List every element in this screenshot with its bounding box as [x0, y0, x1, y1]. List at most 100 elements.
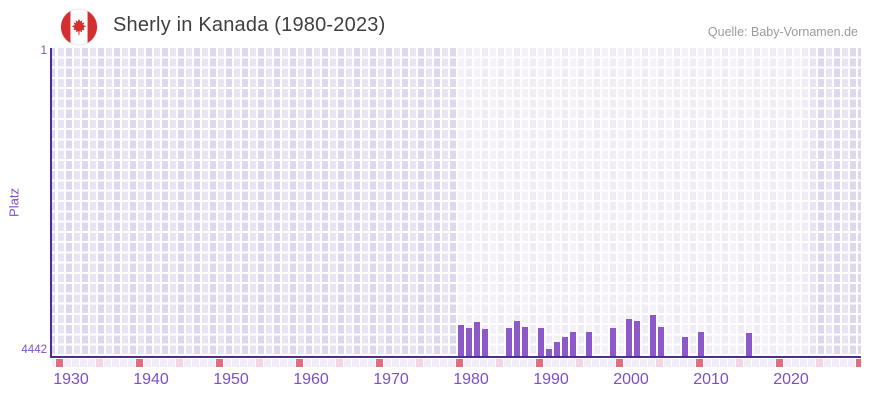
strip-cell-1968: [360, 359, 367, 367]
strip-cell-1983: [480, 359, 487, 367]
strip-cell-2027: [832, 359, 839, 367]
y-tick-bottom: 4442: [21, 344, 47, 356]
y-axis-title: Platz: [6, 188, 22, 217]
rank-bar-1993[interactable]: [561, 337, 568, 356]
strip-cell-1947: [192, 359, 199, 367]
strip-cell-1929: [52, 359, 55, 367]
strip-cell-1984: [488, 359, 495, 367]
strip-cell-2023: [800, 359, 807, 367]
rank-bar-2005[interactable]: [657, 327, 664, 356]
strip-cell-2003: [640, 359, 647, 367]
strip-cell-1992: [552, 359, 559, 367]
strip-cell-1976: [424, 359, 431, 367]
strip-cell-1931: [64, 359, 71, 367]
rank-bar-1991[interactable]: [545, 348, 552, 356]
strip-cell-2018: [760, 359, 767, 367]
x-tick-label-2000: 2000: [613, 371, 649, 388]
strip-cell-2012: [712, 359, 719, 367]
strip-cell-1961: [304, 359, 311, 367]
rank-bar-1980[interactable]: [457, 324, 464, 356]
strip-cell-1948: [200, 359, 207, 367]
strip-cell-1957: [272, 359, 279, 367]
rank-bar-1987[interactable]: [513, 320, 520, 356]
strip-cell-1951: [224, 359, 231, 367]
rank-bar-1982[interactable]: [473, 322, 480, 356]
strip-cell-1934: [88, 359, 95, 367]
strip-cell-2017: [752, 359, 759, 367]
bar-series: [52, 48, 861, 356]
strip-cell-2024: [808, 359, 815, 367]
rank-bar-2001[interactable]: [625, 319, 632, 356]
rank-bar-2010[interactable]: [697, 331, 704, 356]
strip-cell-1944: [168, 359, 175, 367]
rank-bar-1992[interactable]: [553, 341, 560, 356]
strip-cell-1993: [560, 359, 567, 367]
strip-cell-1991: [544, 359, 551, 367]
strip-cell-1977: [432, 359, 439, 367]
strip-cell-1956: [264, 359, 271, 367]
strip-cell-1945: [176, 359, 183, 367]
strip-cell-1939: [128, 359, 135, 367]
strip-cell-1982: [472, 359, 479, 367]
strip-cell-2014: [728, 359, 735, 367]
strip-cell-1998: [600, 359, 607, 367]
strip-cell-1955: [256, 359, 263, 367]
page-title: Sherly in Kanada (1980-2023): [113, 14, 386, 36]
strip-cell-1987: [512, 359, 519, 367]
strip-cell-1989: [528, 359, 535, 367]
strip-cell-2021: [784, 359, 791, 367]
strip-cell-2028: [840, 359, 847, 367]
rank-bar-2002[interactable]: [633, 320, 640, 356]
strip-cell-1937: [112, 359, 119, 367]
strip-cell-2030: [856, 359, 861, 367]
strip-cell-1965: [336, 359, 343, 367]
strip-cell-2029: [848, 359, 855, 367]
rank-bar-2016[interactable]: [745, 332, 752, 356]
strip-cell-1986: [504, 359, 511, 367]
strip-cell-2026: [824, 359, 831, 367]
strip-cell-1999: [608, 359, 615, 367]
rank-bar-2008[interactable]: [681, 337, 688, 356]
rank-bar-1986[interactable]: [505, 328, 512, 356]
strip-cell-2019: [768, 359, 775, 367]
strip-cell-2002: [632, 359, 639, 367]
strip-cell-1994: [568, 359, 575, 367]
strip-cell-2009: [688, 359, 695, 367]
rank-bar-1996[interactable]: [585, 331, 592, 356]
strip-cell-1930: [56, 359, 63, 367]
strip-cell-1995: [576, 359, 583, 367]
strip-cell-1943: [160, 359, 167, 367]
strip-cell-1960: [296, 359, 303, 367]
strip-cell-1985: [496, 359, 503, 367]
strip-cell-1975: [416, 359, 423, 367]
decade-marker-strip: [52, 359, 861, 367]
rank-bar-1981[interactable]: [465, 328, 472, 356]
rank-bar-1994[interactable]: [569, 331, 576, 356]
x-tick-label-1950: 1950: [213, 371, 249, 388]
y-axis-line: [50, 48, 52, 358]
rank-bar-1988[interactable]: [521, 327, 528, 356]
strip-cell-1959: [288, 359, 295, 367]
strip-cell-1971: [384, 359, 391, 367]
strip-cell-2000: [616, 359, 623, 367]
strip-cell-1941: [144, 359, 151, 367]
strip-cell-1950: [216, 359, 223, 367]
strip-cell-2020: [776, 359, 783, 367]
strip-cell-1964: [328, 359, 335, 367]
strip-cell-1932: [72, 359, 79, 367]
plot-area[interactable]: [52, 48, 861, 356]
rank-bar-1990[interactable]: [537, 328, 544, 356]
strip-cell-2022: [792, 359, 799, 367]
strip-cell-2011: [704, 359, 711, 367]
rank-bar-2004[interactable]: [649, 314, 656, 356]
strip-cell-2004: [648, 359, 655, 367]
rank-bar-1983[interactable]: [481, 329, 488, 356]
y-tick-top: 1: [40, 45, 47, 57]
strip-cell-2001: [624, 359, 631, 367]
source-credit: Quelle: Baby-Vornamen.de: [707, 25, 858, 39]
rank-bar-1999[interactable]: [609, 328, 616, 356]
x-axis-line: [50, 356, 861, 358]
strip-cell-1970: [376, 359, 383, 367]
strip-cell-1952: [232, 359, 239, 367]
